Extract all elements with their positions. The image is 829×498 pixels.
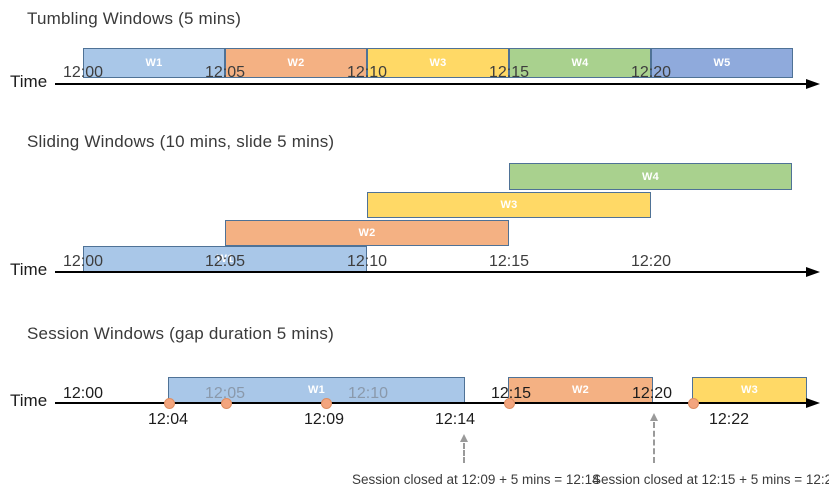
tumbling-window-w4: W4 — [509, 48, 651, 78]
tick-label: 12:00 — [62, 64, 104, 81]
timeline-axis — [55, 271, 807, 273]
tick-label: 12:00 — [62, 385, 104, 402]
up-arrow-icon — [650, 413, 658, 421]
axis-arrowhead-icon — [806, 267, 820, 277]
window-label: W5 — [713, 57, 731, 69]
up-arrow-icon — [460, 434, 468, 442]
tick-label: 12:15 — [488, 64, 530, 81]
event-dot — [221, 398, 232, 409]
sliding-window-w1: W1 — [83, 246, 367, 272]
timeline-axis — [55, 83, 807, 85]
sliding-window-w2: W2 — [225, 220, 509, 246]
axis-arrowhead-icon — [806, 79, 820, 89]
event-time-label: 12:14 — [434, 411, 476, 428]
tick-label: 12:20 — [631, 385, 673, 402]
session-title: Session Windows (gap duration 5 mins) — [27, 324, 334, 343]
event-dot — [688, 398, 699, 409]
timeline-axis — [55, 402, 807, 404]
axis-arrowhead-icon — [806, 398, 820, 408]
sliding-window-w3: W3 — [367, 192, 651, 218]
window-label: W4 — [641, 170, 660, 183]
session-window-w3: W3 — [692, 377, 807, 403]
window-label: W1 — [307, 384, 326, 396]
event-dot — [504, 398, 515, 409]
session-annotation: Session closed at 12:15 + 5 mins = 12:20 — [592, 472, 829, 487]
tick-label: 12:05 — [204, 64, 246, 81]
window-label: W2 — [358, 227, 376, 239]
window-label: W1 — [216, 253, 234, 265]
tick-label: 12:20 — [630, 64, 672, 81]
tick-label: 12:10 — [347, 385, 389, 402]
tumbling-title: Tumbling Windows (5 mins) — [27, 9, 242, 28]
window-label: W4 — [571, 57, 589, 69]
window-label: W3 — [500, 199, 518, 211]
dashed-arrow — [463, 443, 465, 463]
time-axis-label: Time — [10, 391, 48, 410]
event-dot — [321, 398, 332, 409]
event-dot — [164, 398, 175, 409]
tick-label: 12:10 — [346, 64, 388, 81]
tick-label: 12:15 — [490, 385, 532, 402]
sliding-window-w4: W4 — [509, 163, 792, 190]
window-label: W1 — [145, 57, 163, 69]
dashed-arrow — [653, 422, 655, 463]
event-time-label: 12:04 — [147, 411, 189, 428]
session-annotation: Session closed at 12:09 + 5 mins = 12:14 — [352, 472, 600, 487]
tumbling-window-w5: W5 — [651, 48, 793, 78]
tick-label: 12:05 — [204, 253, 246, 270]
tick-label: 12:00 — [62, 253, 104, 270]
tumbling-window-w2: W2 — [225, 48, 367, 78]
window-label: W3 — [429, 57, 447, 69]
time-axis-label: Time — [10, 72, 48, 91]
event-time-label: 12:09 — [303, 411, 345, 428]
tumbling-window-w1: W1 — [83, 48, 225, 78]
sliding-title: Sliding Windows (10 mins, slide 5 mins) — [27, 132, 335, 151]
window-label: W2 — [571, 384, 590, 396]
tick-label: 12:20 — [630, 253, 672, 270]
tumbling-window-w3: W3 — [367, 48, 509, 78]
event-time-label: 12:22 — [708, 411, 750, 428]
time-axis-label: Time — [10, 260, 48, 279]
tick-label: 12:05 — [204, 385, 246, 402]
session-window-w1: W1 — [168, 377, 465, 403]
window-label: W3 — [740, 384, 759, 396]
tick-label: 12:15 — [488, 253, 530, 270]
session-window-w2: W2 — [508, 377, 653, 403]
tick-label: 12:10 — [346, 253, 388, 270]
window-label: W2 — [287, 57, 305, 69]
